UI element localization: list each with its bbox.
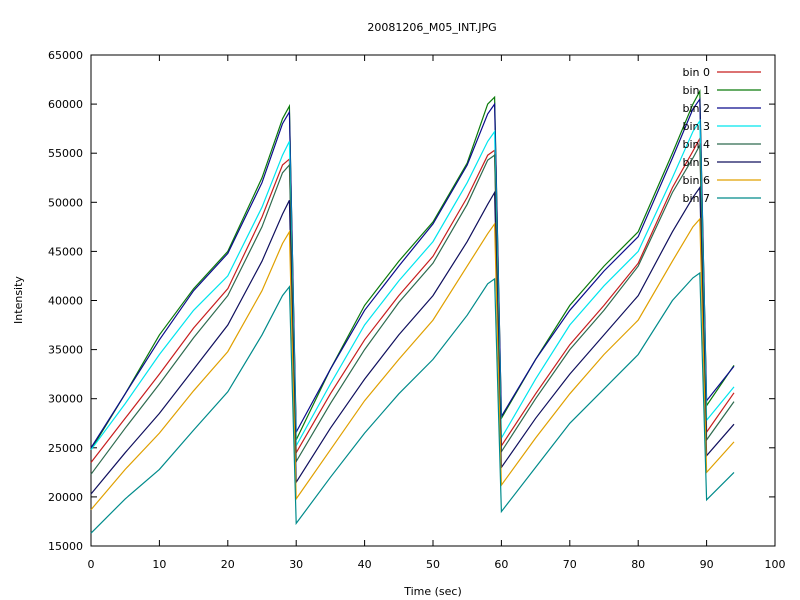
y-axis: 15000 20000 25000 30000 35000 40000 45000 50000… — [48, 49, 775, 553]
y-tick-label: 55000 — [48, 147, 83, 160]
y-tick-label: 20000 — [48, 491, 83, 504]
y-tick-label: 15000 — [48, 540, 83, 553]
x-tick-label: 90 — [700, 558, 714, 571]
x-tick-label: 60 — [494, 558, 508, 571]
y-tick-label: 25000 — [48, 442, 83, 455]
y-tick-label: 45000 — [48, 245, 83, 258]
series-line-bin-7 — [90, 271, 735, 534]
series-line-bin-0 — [90, 136, 735, 463]
series-line-bin-6 — [90, 217, 735, 511]
y-tick-label: 35000 — [48, 344, 83, 357]
x-axis: 0 10 20 30 40 50 60 70 80 90 100 — [88, 55, 786, 571]
series-layer — [90, 89, 735, 534]
x-tick-label: 40 — [358, 558, 372, 571]
y-tick-label: 30000 — [48, 393, 83, 406]
series-line-bin-3 — [90, 118, 735, 451]
chart-title: 20081206_M05_INT.JPG — [367, 21, 496, 34]
legend-label-bin-6: bin 6 — [682, 174, 710, 187]
x-tick-label: 20 — [221, 558, 235, 571]
series-line-bin-2 — [90, 97, 735, 449]
legend: bin 0 bin 1 bin 2 bin 3 bin 4 bin 5 bin 6 bin 7 — [682, 66, 761, 205]
y-tick-label: 50000 — [48, 196, 83, 209]
legend-label-bin-4: bin 4 — [682, 138, 710, 151]
x-tick-label: 80 — [631, 558, 645, 571]
series-line-bin-5 — [90, 185, 735, 495]
y-axis-label: Intensity — [12, 276, 25, 324]
legend-label-bin-0: bin 0 — [682, 66, 710, 79]
x-tick-label: 10 — [152, 558, 166, 571]
x-tick-label: 50 — [426, 558, 440, 571]
legend-label-bin-1: bin 1 — [682, 84, 710, 97]
legend-label-bin-5: bin 5 — [682, 156, 710, 169]
legend-label-bin-3: bin 3 — [682, 120, 710, 133]
legend-label-bin-2: bin 2 — [682, 102, 710, 115]
series-line-bin-1 — [90, 89, 735, 451]
y-tick-label: 40000 — [48, 295, 83, 308]
x-axis-label: Time (sec) — [403, 585, 462, 598]
x-tick-label: 30 — [289, 558, 303, 571]
y-tick-label: 65000 — [48, 49, 83, 62]
legend-label-bin-7: bin 7 — [682, 192, 710, 205]
x-tick-label: 0 — [88, 558, 95, 571]
y-tick-label: 60000 — [48, 98, 83, 111]
x-tick-label: 70 — [563, 558, 577, 571]
x-tick-label: 100 — [765, 558, 786, 571]
series-line-bin-4 — [90, 143, 735, 475]
